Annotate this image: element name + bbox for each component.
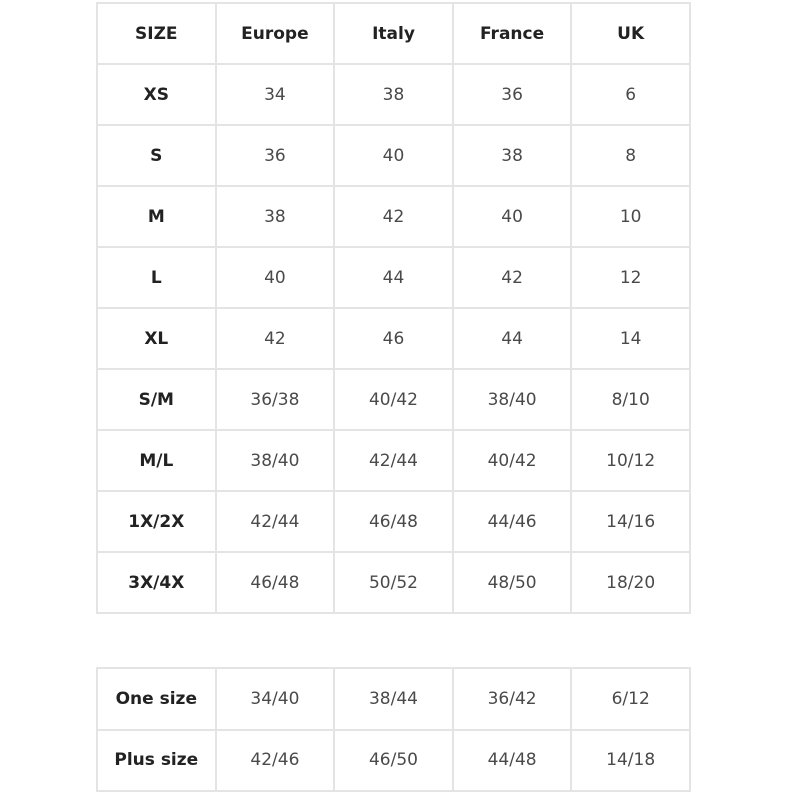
size-value-cell: 36/42: [451, 667, 573, 731]
size-label-cell: XL: [96, 307, 217, 370]
size-value-cell: 38: [451, 124, 573, 187]
size-value-cell: 36/38: [214, 368, 336, 431]
size-value-cell: 8/10: [570, 368, 691, 431]
table-row: One size 34/40 38/44 36/42 6/12: [96, 667, 691, 731]
size-value-cell: 42/44: [214, 490, 336, 553]
size-value-cell: 44: [451, 307, 573, 370]
size-label-cell: S: [96, 124, 217, 187]
size-value-cell: 34/40: [214, 667, 336, 731]
size-value-cell: 50/52: [333, 551, 454, 614]
table-row: 1X/2X 42/44 46/48 44/46 14/16: [96, 490, 691, 553]
size-label-cell: XS: [96, 63, 217, 126]
table-row: M/L 38/40 42/44 40/42 10/12: [96, 429, 691, 492]
table-row: M 38 42 40 10: [96, 185, 691, 248]
size-label-cell: L: [96, 246, 217, 309]
size-value-cell: 42: [214, 307, 336, 370]
size-value-cell: 38/44: [333, 667, 454, 731]
table-row: S 36 40 38 8: [96, 124, 691, 187]
table-row: Plus size 42/46 46/50 44/48 14/18: [96, 728, 691, 792]
table-row: L 40 44 42 12: [96, 246, 691, 309]
size-label-cell: One size: [96, 667, 217, 731]
table-row: 3X/4X 46/48 50/52 48/50 18/20: [96, 551, 691, 614]
size-value-cell: 38/40: [214, 429, 336, 492]
one-plus-size-table: One size 34/40 38/44 36/42 6/12 Plus size 42/4…: [96, 667, 691, 792]
size-value-cell: 38: [214, 185, 336, 248]
size-value-cell: 42: [333, 185, 454, 248]
header-cell: Italy: [333, 2, 454, 65]
header-cell: Europe: [214, 2, 336, 65]
size-value-cell: 36: [214, 124, 336, 187]
size-value-cell: 46: [333, 307, 454, 370]
table-row: XS 34 38 36 6: [96, 63, 691, 126]
table-row: S/M 36/38 40/42 38/40 8/10: [96, 368, 691, 431]
size-value-cell: 12: [570, 246, 691, 309]
size-value-cell: 42: [451, 246, 573, 309]
size-value-cell: 36: [451, 63, 573, 126]
header-cell: UK: [570, 2, 691, 65]
size-value-cell: 46/48: [214, 551, 336, 614]
size-value-cell: 6: [570, 63, 691, 126]
size-value-cell: 14/18: [570, 728, 691, 792]
size-value-cell: 14: [570, 307, 691, 370]
size-value-cell: 40: [333, 124, 454, 187]
size-value-cell: 40: [214, 246, 336, 309]
header-cell: France: [451, 2, 573, 65]
size-value-cell: 38: [333, 63, 454, 126]
size-value-cell: 40/42: [333, 368, 454, 431]
table-row: XL 42 46 44 14: [96, 307, 691, 370]
size-value-cell: 48/50: [451, 551, 573, 614]
size-conversion-table: SIZE Europe Italy France UK XS 34 38 36 6 S 36 40 38…: [96, 2, 691, 614]
size-value-cell: 44/48: [451, 728, 573, 792]
header-cell: SIZE: [96, 2, 217, 65]
size-value-cell: 14/16: [570, 490, 691, 553]
size-value-cell: 46/48: [333, 490, 454, 553]
size-value-cell: 44: [333, 246, 454, 309]
table-header-row: SIZE Europe Italy France UK: [96, 2, 691, 65]
size-value-cell: 6/12: [570, 667, 691, 731]
size-value-cell: 8: [570, 124, 691, 187]
size-value-cell: 42/46: [214, 728, 336, 792]
size-label-cell: S/M: [96, 368, 217, 431]
size-value-cell: 34: [214, 63, 336, 126]
size-value-cell: 18/20: [570, 551, 691, 614]
size-value-cell: 42/44: [333, 429, 454, 492]
size-value-cell: 46/50: [333, 728, 454, 792]
size-label-cell: M: [96, 185, 217, 248]
size-label-cell: Plus size: [96, 728, 217, 792]
size-value-cell: 38/40: [451, 368, 573, 431]
size-label-cell: M/L: [96, 429, 217, 492]
size-value-cell: 10/12: [570, 429, 691, 492]
size-label-cell: 3X/4X: [96, 551, 217, 614]
size-value-cell: 40/42: [451, 429, 573, 492]
size-value-cell: 44/46: [451, 490, 573, 553]
size-label-cell: 1X/2X: [96, 490, 217, 553]
size-value-cell: 40: [451, 185, 573, 248]
size-value-cell: 10: [570, 185, 691, 248]
